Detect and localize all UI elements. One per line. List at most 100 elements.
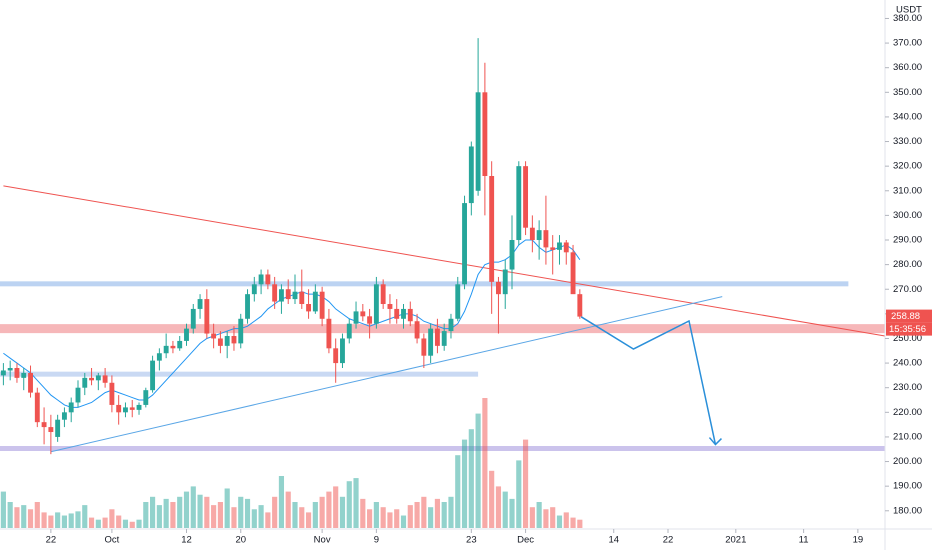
candle-body	[278, 289, 284, 302]
volume-bar	[34, 502, 40, 528]
candle-body	[387, 304, 393, 309]
volume-bar	[441, 502, 447, 528]
volume-bar	[102, 517, 108, 528]
candle-body	[14, 368, 20, 378]
volume-bar	[400, 515, 407, 528]
volume-bar	[95, 519, 101, 528]
candle-body	[190, 308, 196, 329]
x-tick-label: Nov	[314, 535, 331, 546]
candle-body	[570, 252, 576, 295]
candle-body	[265, 274, 271, 285]
volume-bar	[394, 509, 400, 528]
candle-body	[231, 336, 237, 344]
volume-bar	[61, 515, 68, 528]
candle-body	[75, 387, 81, 403]
x-tick-label: 9	[374, 535, 379, 546]
volume-bar	[407, 505, 413, 528]
candle-body	[428, 328, 434, 356]
volume-bar	[136, 519, 142, 528]
volume-bar	[502, 491, 508, 528]
candle-body	[367, 316, 373, 324]
candle-body	[0, 370, 6, 376]
candle-body	[136, 404, 142, 410]
candle-body	[55, 419, 61, 437]
x-tick-label: 23	[466, 535, 477, 546]
x-tick-label: 11	[799, 535, 809, 546]
volume-bar	[82, 505, 88, 528]
x-tick-label: Dec	[517, 535, 534, 546]
candle-body	[184, 328, 189, 341]
volume-bar	[570, 517, 576, 528]
y-tick-label: 380.00	[893, 13, 922, 24]
volume-bar	[143, 502, 149, 528]
y-tick-label: 360.00	[893, 62, 922, 73]
candle-body	[150, 360, 156, 391]
x-tick-label: 22	[663, 535, 674, 546]
volume-bar	[238, 496, 244, 528]
candle-body	[448, 318, 454, 332]
candle-body	[340, 338, 345, 364]
volume-bar	[27, 509, 34, 528]
volume-bar	[183, 491, 190, 528]
volume-bar	[509, 498, 515, 528]
candle-body	[299, 291, 305, 305]
candle-body	[550, 247, 556, 250]
x-tick-label: 20	[235, 535, 246, 546]
candle-body	[95, 375, 101, 381]
volume-bar	[305, 512, 312, 528]
volume-bar	[150, 496, 156, 528]
candle-body	[434, 328, 440, 346]
volume-bar	[285, 491, 291, 528]
volume-bar	[299, 507, 305, 528]
volume-bar	[522, 439, 529, 528]
candle-body	[380, 284, 386, 305]
candle-body	[82, 377, 88, 388]
candle-body	[353, 311, 359, 324]
y-tick-label: 370.00	[893, 38, 922, 49]
y-tick-label: 320.00	[893, 161, 922, 172]
volume-bar	[272, 496, 278, 528]
candle-body	[258, 274, 264, 285]
candle-body	[156, 353, 162, 361]
last-price-box	[886, 309, 932, 323]
volume-bar	[278, 476, 285, 528]
candle-body	[333, 348, 339, 364]
x-tick-label: 14	[608, 535, 619, 546]
candle-body	[543, 230, 549, 248]
volume-bar	[367, 509, 373, 528]
candle-body	[462, 203, 467, 285]
trendline	[3, 185, 886, 337]
candle-body	[163, 345, 169, 354]
candle-body	[455, 284, 461, 319]
candle-body	[48, 427, 54, 433]
y-tick-label: 200.00	[893, 456, 922, 467]
volume-bar	[231, 507, 237, 528]
volume-bar	[380, 507, 386, 528]
volume-bar	[319, 496, 325, 528]
y-tick-label: 350.00	[893, 87, 922, 98]
volume-bar	[109, 509, 115, 528]
candle-body	[285, 289, 291, 300]
candle-body	[7, 368, 13, 371]
y-tick-label: 180.00	[893, 505, 922, 516]
candle-body	[346, 323, 352, 339]
candle-body	[563, 242, 569, 253]
candle-body	[34, 392, 40, 423]
volume-bar	[489, 470, 495, 528]
candle-body	[557, 242, 562, 250]
y-tick-label: 190.00	[893, 481, 922, 492]
y-tick-label: 220.00	[893, 407, 922, 418]
candle-body	[211, 333, 217, 339]
volume-bar	[529, 507, 535, 528]
candle-body	[21, 372, 27, 378]
candle-body	[421, 338, 427, 356]
plot-area	[0, 38, 886, 528]
candle-body	[306, 304, 312, 312]
y-tick-label: 300.00	[893, 210, 922, 221]
volume-bar	[516, 460, 522, 528]
projection-arrowhead	[708, 437, 722, 446]
y-tick-label: 230.00	[893, 382, 922, 393]
volume-bar	[428, 507, 434, 528]
volume-bar	[387, 512, 393, 528]
candle-body	[116, 404, 122, 413]
